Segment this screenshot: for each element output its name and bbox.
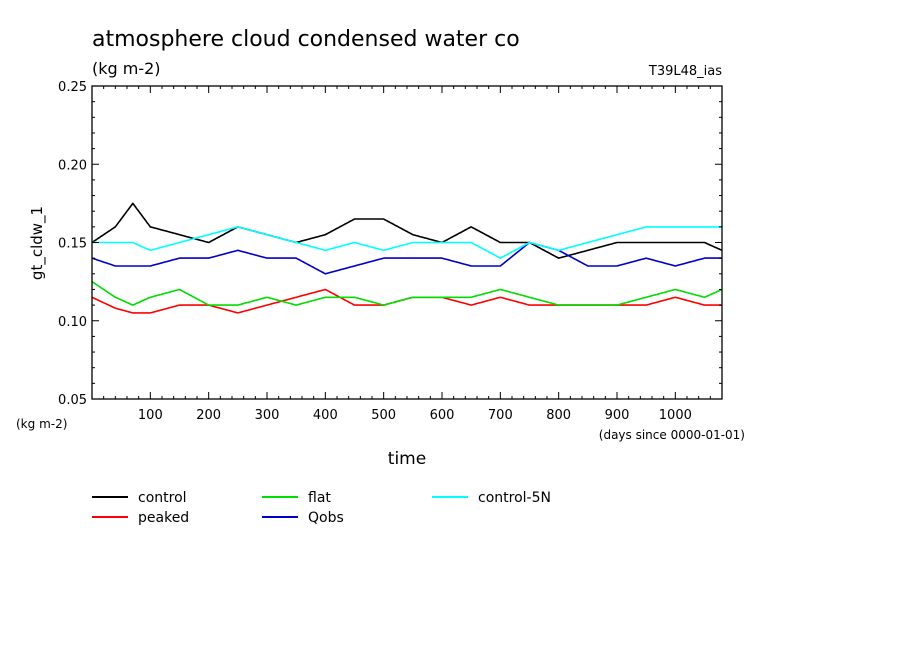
axis-ticks: 100 200 300 400 500 600 700 800 900 1000 0.05 0.10 0… bbox=[58, 80, 722, 423]
series-line-flat bbox=[91, 280, 723, 306]
legend-label: control-5N bbox=[478, 490, 551, 506]
x-tick-label: 200 bbox=[196, 408, 221, 423]
legend: control peaked flat Qobs control-5N bbox=[92, 490, 551, 526]
series-line-control-5n bbox=[92, 226, 722, 259]
chart-subtitle: (kg m-2) bbox=[92, 59, 161, 78]
x-tick-label: 100 bbox=[138, 408, 163, 423]
x-tick-label: 800 bbox=[546, 408, 571, 423]
x-tick-label: 900 bbox=[605, 408, 630, 423]
plot-series bbox=[91, 202, 723, 314]
y-tick-label: 0.15 bbox=[58, 237, 87, 252]
x-unit-label: (days since 0000-01-01) bbox=[599, 428, 745, 442]
chart-title: atmosphere cloud condensed water co bbox=[92, 27, 520, 52]
series-line-qobs bbox=[91, 241, 722, 275]
x-tick-label: 500 bbox=[371, 408, 396, 423]
y-tick-label: 0.05 bbox=[58, 393, 87, 408]
x-tick-label: 1000 bbox=[659, 408, 692, 423]
legend-label: Qobs bbox=[308, 510, 344, 526]
legend-label: control bbox=[138, 490, 187, 506]
series-line-control bbox=[91, 202, 723, 259]
y-tick-label: 0.20 bbox=[58, 158, 87, 173]
run-label: T39L48_ias bbox=[648, 64, 722, 79]
y-tick-label: 0.10 bbox=[58, 315, 87, 330]
x-tick-label: 300 bbox=[255, 408, 280, 423]
y-axis-label: gt_cldw_1 bbox=[28, 206, 47, 280]
legend-label: flat bbox=[308, 490, 331, 506]
x-axis-label: time bbox=[388, 449, 426, 469]
x-tick-label: 700 bbox=[488, 408, 513, 423]
x-tick-label: 600 bbox=[430, 408, 455, 423]
legend-label: peaked bbox=[138, 510, 189, 526]
x-tick-label: 400 bbox=[313, 408, 338, 423]
y-tick-label: 0.25 bbox=[58, 80, 87, 95]
y-unit-label: (kg m-2) bbox=[16, 417, 67, 431]
